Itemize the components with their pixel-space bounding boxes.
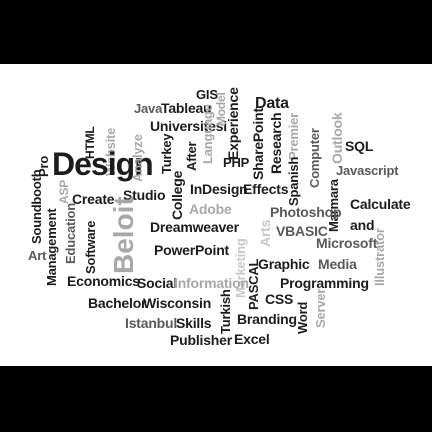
word-asp: ASP [57, 179, 71, 204]
bottom-black-band [0, 366, 432, 432]
word-adobe: Adobe [189, 201, 232, 217]
word-information: Information [174, 275, 249, 291]
word-outlook: Outlook [329, 112, 345, 164]
word-premier: Premier [286, 112, 301, 160]
word-pascal: PASCAL [246, 258, 261, 310]
word-powerpoint: PowerPoint [154, 242, 230, 258]
word-vbasic: VBASIC [276, 223, 328, 239]
word-and: and [350, 217, 375, 233]
word-after: After [184, 141, 199, 171]
word-skills: Skills [176, 315, 212, 331]
word-design: Design [52, 146, 154, 182]
word-bachelor: Bachelor [88, 295, 147, 311]
word-tableau: Tableau [161, 100, 212, 116]
word-cloud: GIS Tableau Java Universitesi HTML Websi… [0, 64, 432, 366]
word-graphic: Graphic [258, 256, 310, 272]
word-universitesi: Universitesi [150, 118, 227, 134]
word-publisher: Publisher [170, 332, 232, 348]
word-dreamweaver: Dreamweaver [150, 219, 239, 235]
word-data: Data [255, 95, 289, 112]
word-server: Server [313, 288, 328, 328]
word-branding: Branding [237, 311, 297, 327]
word-programming: Programming [280, 275, 369, 291]
word-word: Word [295, 301, 310, 334]
word-beloit: Beloit [108, 196, 139, 274]
word-wisconsin: Wisconsin [143, 295, 212, 311]
word-research: Research [268, 112, 284, 174]
word-analyze: Analyze [130, 134, 145, 182]
word-soundbooth: Soundbooth [29, 169, 44, 244]
word-excel: Excel [234, 331, 270, 347]
top-black-band [0, 0, 432, 64]
word-calculate: Calculate [350, 196, 411, 212]
word-microsoft: Microsoft [316, 235, 378, 251]
word-media: Media [318, 256, 357, 272]
word-turkey: Turkey [159, 133, 174, 174]
word-arts: Arts [257, 219, 273, 247]
word-studio: Studio [123, 187, 166, 203]
word-illustrator: Illustrator [372, 228, 387, 286]
word-effects: Effects [243, 181, 289, 197]
word-indesign: InDesign [190, 181, 248, 197]
word-javascript: Javascript [336, 163, 399, 178]
word-css: CSS [265, 291, 294, 307]
word-language: Language [200, 104, 215, 164]
word-turkish: Turkish [218, 289, 233, 334]
word-sharepoint: SharePoint [250, 108, 266, 180]
word-spanish: Spanish [286, 156, 301, 206]
word-art: Art [28, 248, 47, 263]
word-economics: Economics [67, 273, 140, 289]
word-management: Management [44, 208, 59, 286]
word-istanbul: Istanbul [125, 315, 178, 331]
word-software: Software [83, 220, 98, 274]
word-college: College [169, 170, 185, 220]
word-gis: GIS [196, 87, 218, 102]
word-sql: SQL [345, 138, 374, 154]
word-education: Education [63, 202, 78, 264]
word-computer: Computer [307, 128, 322, 188]
word-php: PHP [223, 155, 250, 170]
word-create: Create [72, 191, 115, 207]
word-social: Social [137, 275, 178, 291]
word-photoshop: Photoshop [270, 204, 342, 220]
word-java: Java [134, 101, 163, 116]
word-experience: Experience [225, 87, 241, 160]
